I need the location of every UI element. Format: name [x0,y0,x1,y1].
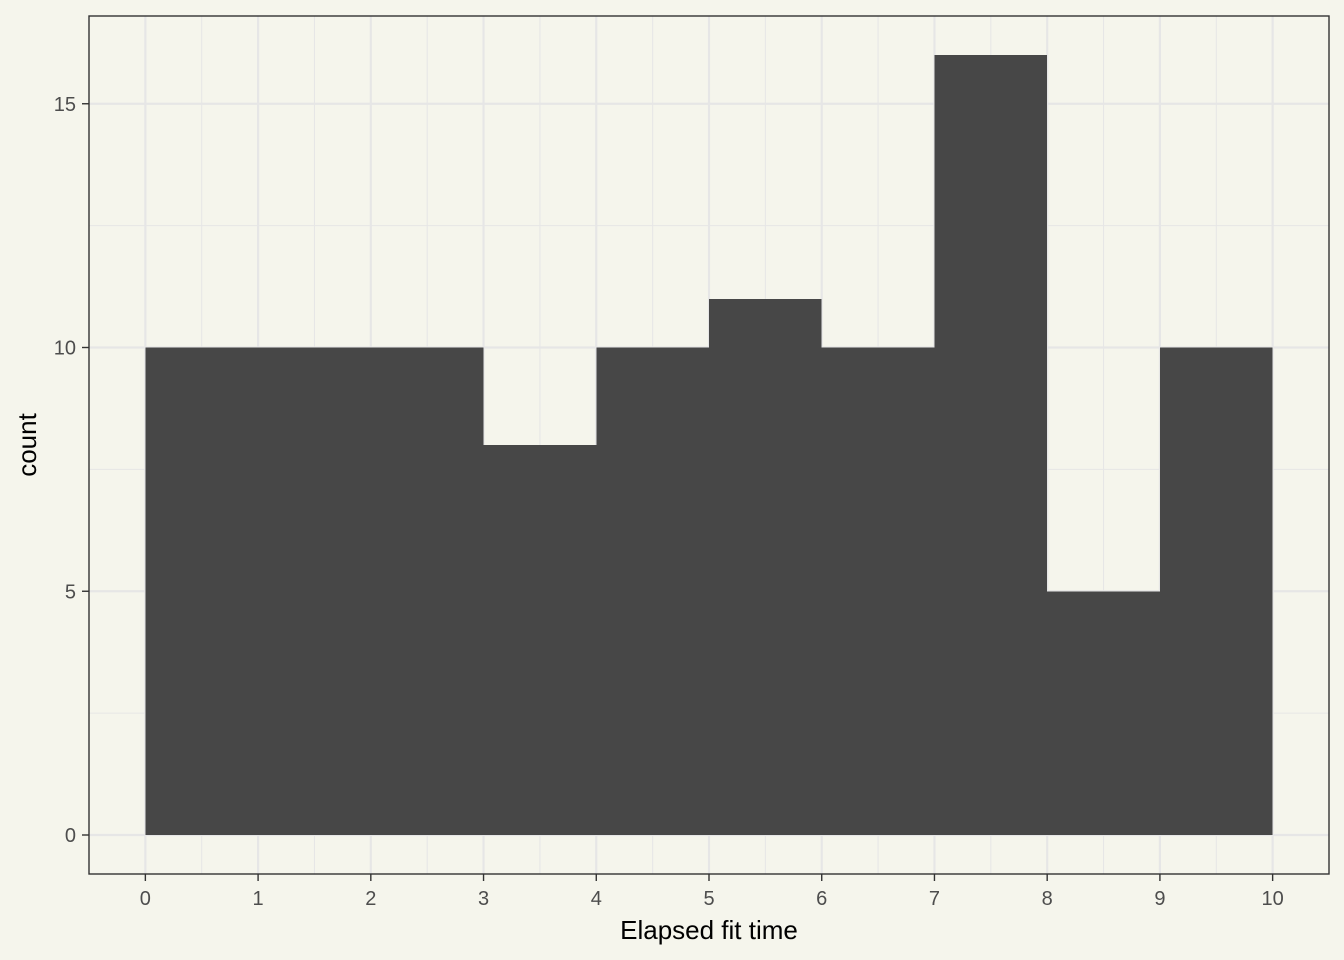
histogram-bar [596,347,709,835]
x-tick-label: 10 [1262,888,1284,910]
x-tick-label: 1 [253,888,264,910]
histogram-bar [145,347,259,835]
x-tick-label: 3 [478,888,489,910]
histogram-bar [821,347,935,835]
bars [145,55,1273,835]
histogram-bar [483,445,597,835]
plot-panel [88,15,1330,875]
x-tick-label: 7 [929,888,940,910]
y-tick-label: 0 [65,825,76,847]
x-tick-label: 5 [703,888,714,910]
x-tick-label: 0 [140,888,151,910]
histogram-bar [709,298,822,835]
x-tick-label: 4 [591,888,602,910]
histogram-bar [370,347,484,835]
y-axis-title: count [12,412,42,476]
y-tick-label: 5 [65,581,76,603]
histogram-bar [934,55,1048,835]
x-tick-label: 9 [1154,888,1165,910]
histogram-bar [258,347,371,835]
x-tick-label: 2 [365,888,376,910]
y-axis: 0 5 10 15 [54,94,89,847]
y-tick-label: 15 [54,94,76,116]
histogram-bar [1047,591,1160,835]
x-tick-label: 8 [1042,888,1053,910]
x-tick-label: 6 [816,888,827,910]
x-axis: 0 1 2 3 4 5 6 7 8 9 10 [140,874,1284,910]
histogram-bar [1159,347,1273,835]
y-tick-label: 10 [54,338,76,360]
x-axis-title: Elapsed fit time [620,915,798,945]
